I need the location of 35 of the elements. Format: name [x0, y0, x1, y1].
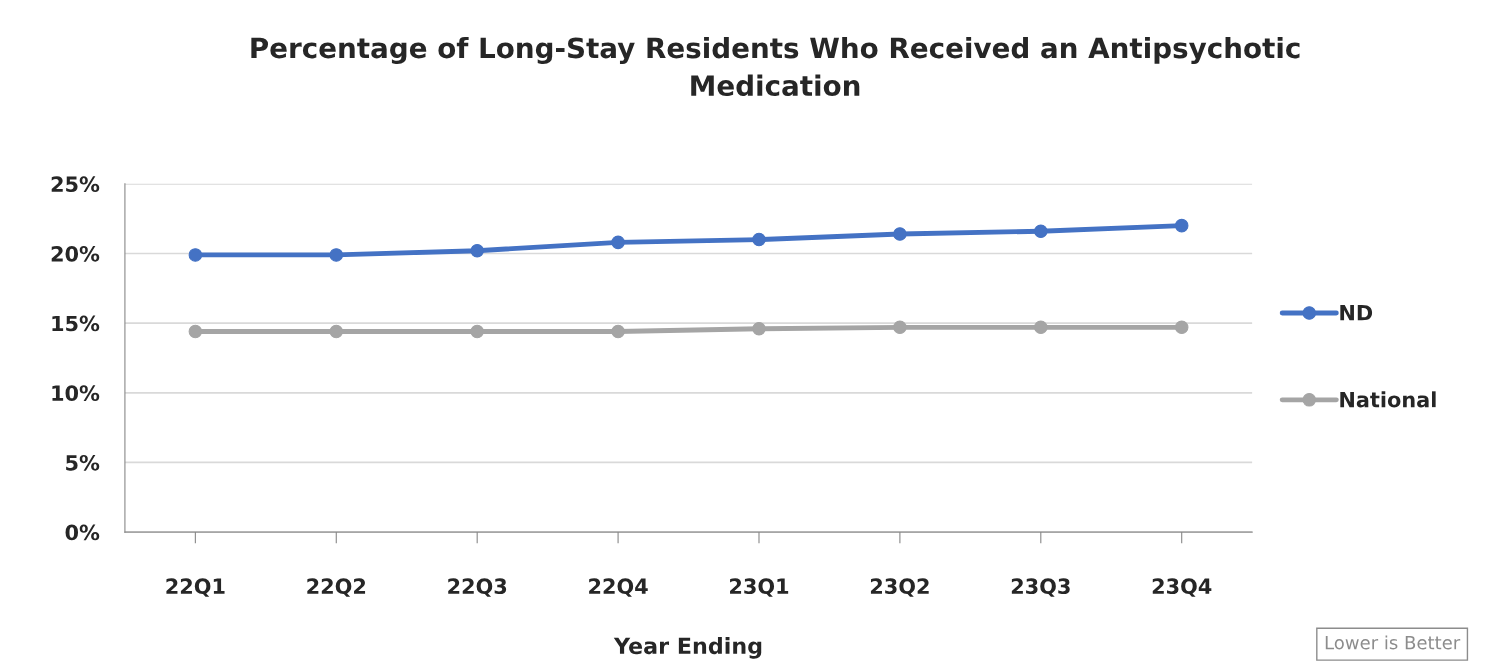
x-tick-label: 23Q1 [730, 578, 789, 597]
point [1174, 320, 1189, 335]
point [470, 324, 484, 339]
y-tick-label: 20% [51, 245, 100, 262]
point [329, 248, 344, 262]
point [470, 243, 484, 258]
point [752, 321, 766, 336]
y-tick-label: 5% [66, 454, 100, 471]
x-tick-label: 23Q3 [1011, 578, 1070, 597]
legend-label: ND [1340, 305, 1373, 321]
point [1034, 320, 1048, 335]
point [893, 227, 907, 241]
y-tick-label: 25% [51, 176, 100, 193]
x-tick-label: 23Q4 [1152, 578, 1212, 597]
point [1174, 218, 1189, 233]
x-tick-label: 23Q2 [870, 578, 929, 597]
point [611, 235, 625, 250]
x-tick-label: 22Q1 [166, 578, 225, 597]
point [188, 324, 203, 339]
point [893, 320, 907, 335]
y-tick-label: 0% [65, 524, 100, 541]
point [611, 324, 625, 339]
x-tick-label: 22Q4 [589, 578, 648, 597]
point [329, 324, 344, 339]
point [752, 232, 766, 247]
y-tick-label: 15% [52, 315, 100, 332]
point [1034, 224, 1048, 238]
legend-label: National [1340, 391, 1436, 408]
text: Lower is Better [1325, 635, 1461, 650]
y-tick-label: 10% [52, 385, 100, 402]
chart-title: Percentage of Long-Stay Residents Who Received an Antipsychotic Medication [251, 36, 1300, 97]
x-tick-label: 22Q3 [448, 578, 507, 597]
x-axis-title: Year Ending [613, 636, 762, 659]
point [188, 248, 203, 262]
x-tick-label: 22Q2 [307, 578, 366, 597]
